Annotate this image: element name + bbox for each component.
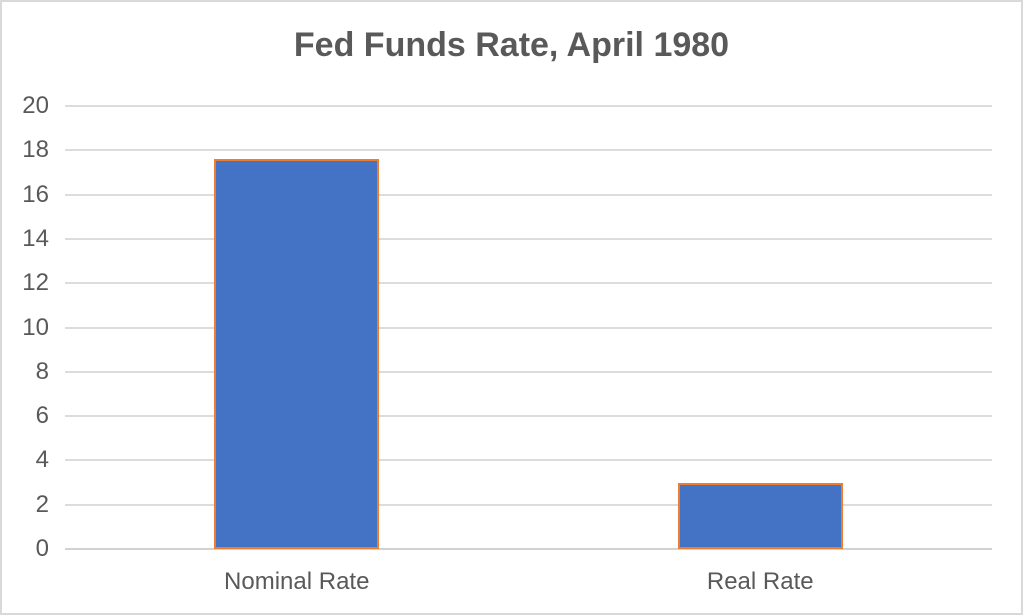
y-tick-label: 18	[22, 136, 49, 164]
x-tick-label: Nominal Rate	[224, 568, 370, 595]
plot-area	[65, 105, 992, 550]
gridline	[65, 105, 992, 107]
y-tick-label: 20	[22, 92, 49, 119]
gridline	[65, 326, 992, 329]
chart-title: Fed Funds Rate, April 1980	[293, 26, 730, 64]
y-tick-label: 8	[35, 357, 49, 385]
y-tick-label: 6	[35, 402, 49, 430]
y-tick-label: 14	[22, 224, 49, 252]
x-tick-label: Real Rate	[706, 568, 814, 595]
gridline	[65, 149, 992, 152]
y-tick-label: 0	[35, 535, 49, 562]
y-tick-label: 16	[22, 180, 49, 208]
gridline	[65, 282, 992, 285]
gridline	[65, 415, 992, 418]
gridline	[65, 370, 992, 373]
bar-real-rate	[677, 482, 843, 549]
y-tick-label: 4	[35, 446, 49, 474]
y-tick-label: 2	[35, 490, 49, 518]
gridline	[65, 237, 992, 240]
gridline	[65, 503, 992, 506]
y-tick-label: 12	[22, 269, 49, 297]
gridline	[65, 459, 992, 462]
gridline	[65, 193, 992, 196]
x-axis-line	[65, 548, 992, 550]
bar-nominal-rate	[214, 159, 380, 549]
y-tick-label: 10	[22, 313, 49, 341]
